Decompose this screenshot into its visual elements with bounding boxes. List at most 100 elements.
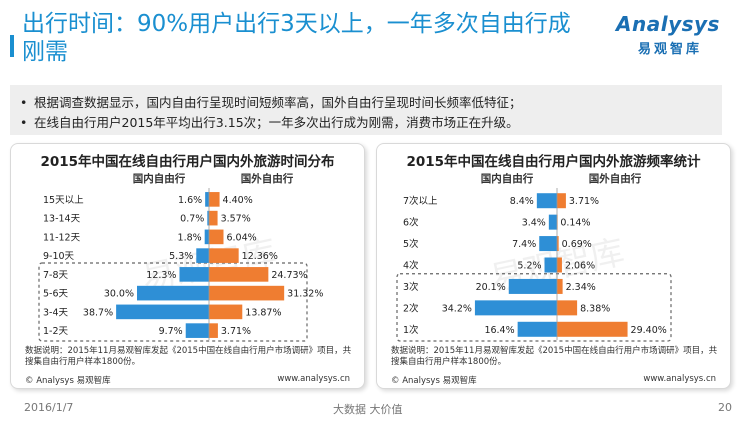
bar-domestic bbox=[474, 300, 557, 316]
title-accent-bar bbox=[10, 35, 14, 57]
bar-foreign bbox=[557, 300, 578, 316]
value-label-foreign: 6.04% bbox=[226, 232, 256, 243]
value-label-domestic: 9.7% bbox=[159, 326, 183, 337]
category-label: 13-14天 bbox=[43, 214, 81, 225]
bar-foreign bbox=[209, 192, 220, 207]
bullet-dot-icon: • bbox=[20, 115, 28, 130]
frequency-chart: 易观智库国内自由行国外自由行7次以上8.4%3.71%6次3.4%0.14%5次… bbox=[396, 172, 672, 342]
category-label: 5-6天 bbox=[43, 289, 69, 300]
bar-foreign bbox=[557, 236, 559, 252]
value-label-domestic: 5.3% bbox=[169, 251, 193, 262]
value-label-foreign: 0.14% bbox=[560, 218, 590, 229]
legend-domestic: 国内自由行 bbox=[133, 172, 186, 185]
bar-foreign bbox=[557, 193, 566, 209]
category-label: 1次 bbox=[403, 324, 419, 336]
bullet-box: • 根据调查数据显示，国内自由行呈现时间短频率高，国外自由行呈现时间长频率低特征；… bbox=[10, 85, 722, 135]
value-label-domestic: 16.4% bbox=[484, 325, 514, 336]
bar-foreign bbox=[209, 304, 243, 320]
bar-foreign bbox=[209, 210, 218, 226]
bullet-text: 根据调查数据显示，国内自由行呈现时间短频率高，国外自由行呈现时间长频率低特征； bbox=[34, 95, 522, 110]
value-label-foreign: 24.73% bbox=[271, 270, 307, 281]
value-label-domestic: 38.7% bbox=[83, 307, 113, 318]
category-label: 4次 bbox=[403, 260, 419, 272]
value-label-foreign: 3.71% bbox=[221, 326, 251, 337]
value-label-domestic: 7.4% bbox=[512, 239, 536, 250]
bar-domestic bbox=[207, 210, 209, 226]
value-label-domestic: 20.1% bbox=[476, 282, 506, 293]
category-label: 7次以上 bbox=[403, 195, 438, 207]
bar-domestic bbox=[539, 236, 557, 252]
bar-foreign bbox=[209, 229, 224, 245]
value-label-domestic: 1.6% bbox=[178, 195, 202, 206]
bar-domestic bbox=[204, 229, 209, 245]
bar-foreign bbox=[557, 278, 563, 294]
chart-title: 2015年中国在线自由行用户国内外旅游时间分布 bbox=[40, 154, 335, 170]
value-label-domestic: 8.4% bbox=[510, 196, 534, 207]
bar-foreign bbox=[209, 323, 218, 338]
bar-domestic bbox=[196, 248, 209, 263]
bar-foreign bbox=[557, 257, 562, 273]
legend-domestic: 国内自由行 bbox=[481, 172, 534, 185]
value-label-foreign: 2.34% bbox=[566, 282, 596, 293]
value-label-domestic: 12.3% bbox=[146, 270, 176, 281]
category-label: 2次 bbox=[403, 302, 419, 314]
chart-note: 数据说明：2015年11月易观智库发起《2015中国在线自由行用户市场调研》项目… bbox=[25, 346, 352, 367]
chart-title: 2015年中国在线自由行用户国内外旅游频率统计 bbox=[406, 154, 701, 170]
bar-foreign bbox=[209, 285, 285, 301]
bullet-item: • 根据调查数据显示，国内自由行呈现时间短频率高，国外自由行呈现时间长频率低特征； bbox=[20, 92, 522, 111]
value-label-foreign: 3.57% bbox=[221, 214, 251, 225]
bar-domestic bbox=[179, 267, 209, 282]
legend-foreign: 国外自由行 bbox=[589, 172, 642, 185]
value-label-foreign: 3.71% bbox=[569, 196, 599, 207]
value-label-domestic: 30.0% bbox=[104, 289, 134, 300]
bar-domestic bbox=[548, 214, 557, 230]
chart-panel-frequency: 2015年中国在线自由行用户国内外旅游频率统计 易观智库国内自由行国外自由行7次… bbox=[376, 143, 731, 389]
bar-domestic bbox=[536, 193, 557, 209]
bar-domestic bbox=[205, 192, 209, 207]
value-label-domestic: 3.4% bbox=[522, 218, 546, 229]
bar-domestic bbox=[137, 285, 209, 301]
chart-source-right[interactable]: www.analysys.cn bbox=[277, 374, 350, 384]
logo-sub: 易观智库 bbox=[638, 42, 703, 57]
value-label-foreign: 2.06% bbox=[565, 261, 595, 272]
bar-domestic bbox=[508, 278, 557, 294]
chart-source-right[interactable]: www.analysys.cn bbox=[643, 374, 716, 384]
chart-note: 数据说明：2015年11月易观智库发起《2015中国在线自由行用户市场调研》项目… bbox=[391, 346, 718, 367]
value-label-foreign: 31.32% bbox=[287, 289, 323, 300]
bar-domestic bbox=[116, 304, 209, 320]
logo-word: Analysys bbox=[616, 12, 720, 36]
chart-source-left: © Analysys 易观智库 bbox=[25, 376, 111, 386]
highlight-box bbox=[38, 262, 308, 342]
chart-panel-duration: 2015年中国在线自由行用户国内外旅游时间分布 易观智库 国内自由行 国外自由行 15… bbox=[10, 143, 365, 389]
chart-source-left: © Analysys 易观智库 bbox=[391, 376, 477, 386]
value-label-foreign: 4.40% bbox=[223, 195, 253, 206]
value-label-domestic: 1.8% bbox=[178, 232, 202, 243]
page-number: 20 bbox=[718, 401, 732, 414]
value-label-foreign: 8.38% bbox=[580, 303, 610, 314]
bar-foreign bbox=[557, 321, 628, 337]
bar-foreign bbox=[209, 248, 239, 263]
bar-foreign bbox=[209, 267, 269, 282]
footer-date: 2016/1/7 bbox=[24, 401, 74, 414]
value-label-foreign: 13.87% bbox=[245, 307, 281, 318]
highlight-box bbox=[396, 273, 672, 342]
bar-domestic bbox=[544, 257, 557, 273]
category-label: 15天以上 bbox=[43, 195, 84, 206]
value-label-domestic: 5.2% bbox=[517, 261, 541, 272]
category-label: 3次 bbox=[403, 281, 419, 293]
category-label: 9-10天 bbox=[43, 251, 75, 262]
bullet-item: • 在线自由行用户2015年平均出行3.15次；一年多次出行成为刚需，消费市场正在… bbox=[20, 112, 519, 131]
category-label: 11-12天 bbox=[43, 232, 81, 243]
page-title: 出行时间：90%用户出行3天以上，一年多次自由行成刚需 bbox=[22, 11, 571, 65]
value-label-domestic: 34.2% bbox=[442, 303, 472, 314]
bullet-text: 在线自由行用户2015年平均出行3.15次；一年多次出行成为刚需，消费市场正在升… bbox=[34, 115, 519, 130]
category-label: 7-8天 bbox=[43, 270, 69, 281]
value-label-foreign: 29.40% bbox=[631, 325, 667, 336]
value-label-foreign: 12.36% bbox=[242, 251, 278, 262]
footer-slogan: 大数据 大价值 bbox=[333, 403, 403, 416]
category-label: 5次 bbox=[403, 238, 419, 250]
value-label-foreign: 0.69% bbox=[562, 239, 592, 250]
category-label: 3-4天 bbox=[43, 307, 69, 318]
category-label: 1-2天 bbox=[43, 326, 69, 337]
